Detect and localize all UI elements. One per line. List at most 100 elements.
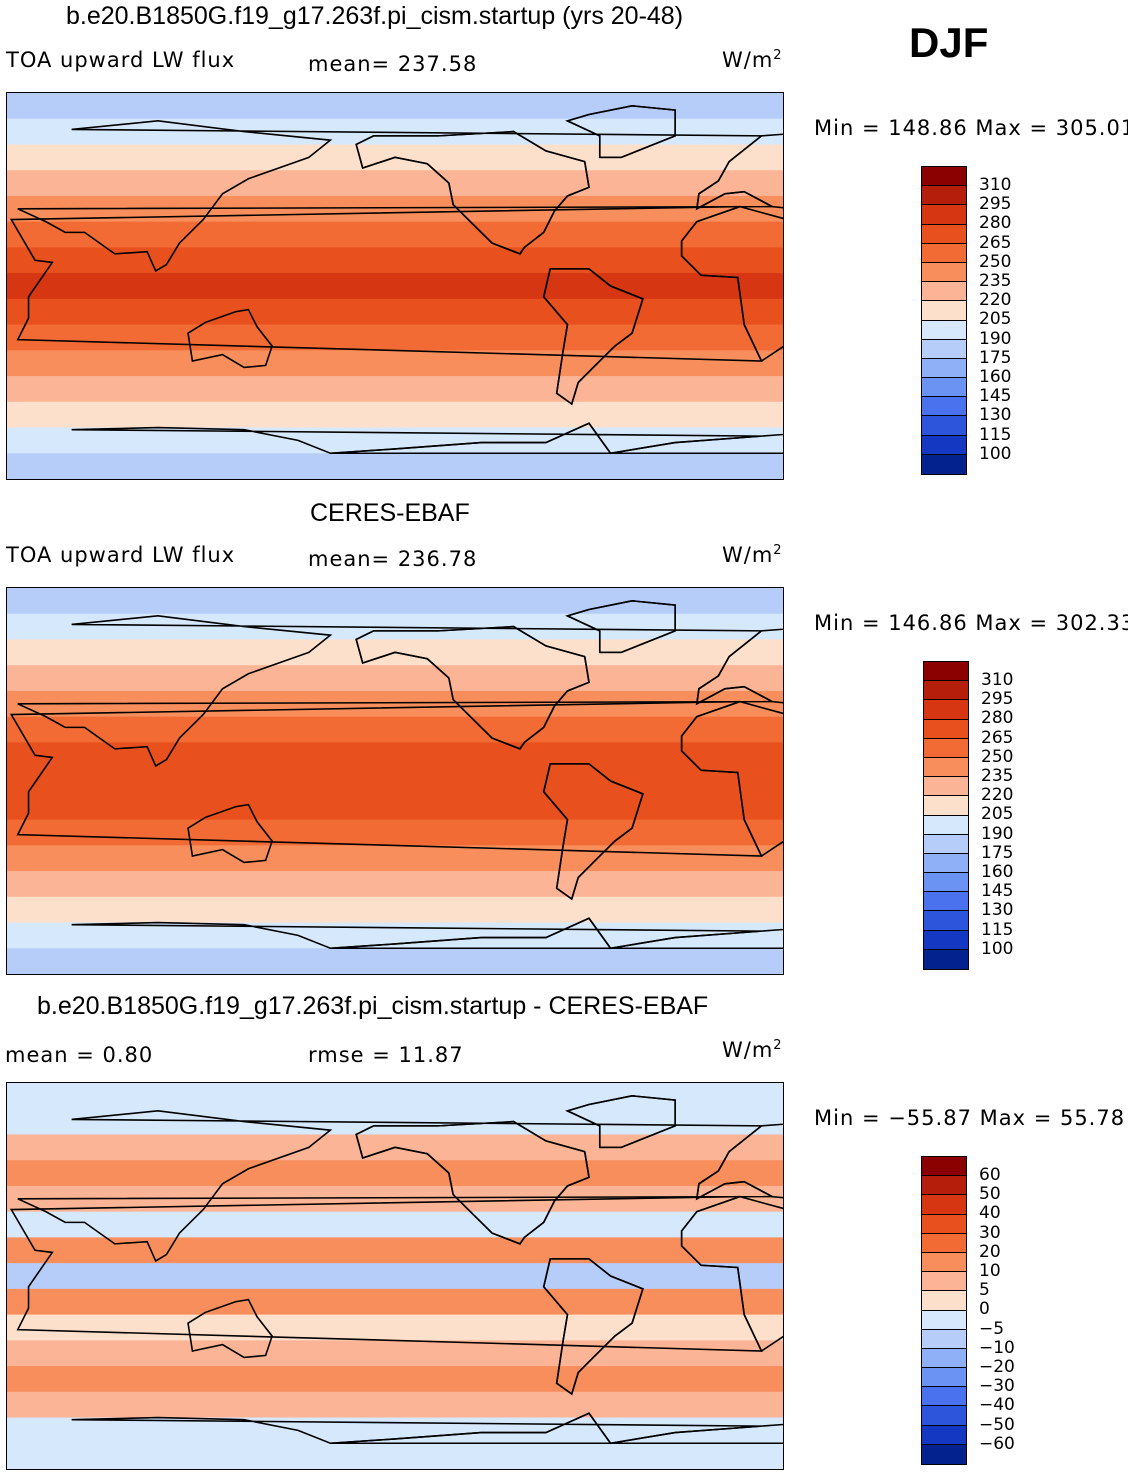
colorbar-cell: [924, 719, 968, 739]
coastline: [17, 120, 773, 273]
colorbar-cell: [922, 1425, 966, 1445]
panel1-mean-label: mean= 237.58: [308, 52, 478, 76]
colorbar-tick-label: 265: [979, 232, 1012, 253]
panel1-title: b.e20.B1850G.f19_g17.263f.pi_cism.startu…: [66, 2, 684, 30]
map-band: [7, 742, 783, 769]
colorbar-tick-label: 310: [979, 175, 1012, 195]
colorbar-cell: [922, 167, 966, 187]
colorbar-cell: [922, 435, 966, 455]
colorbar-tick-label: 30: [979, 1222, 1001, 1243]
colorbar-tick-label: 220: [979, 290, 1012, 311]
colorbar-tick-label: −60: [979, 1433, 1015, 1454]
map-band: [7, 1083, 783, 1110]
colorbar-cell: [924, 911, 968, 931]
colorbar-tick-label: 115: [981, 919, 1014, 940]
colorbar-cell: [922, 1368, 966, 1388]
colorbar-tick-label: 145: [979, 386, 1012, 407]
map-band: [7, 1391, 783, 1419]
coastline: [17, 615, 773, 768]
coastline: [680, 205, 783, 363]
coastline: [330, 422, 783, 455]
map-band: [7, 871, 783, 898]
map-band: [7, 376, 783, 403]
colorbar-cell: [922, 358, 966, 379]
colorbar-cell: [922, 1329, 966, 1349]
colorbar-tick-label: 265: [981, 727, 1014, 748]
colorbar-tick-label: 115: [979, 424, 1012, 445]
map-band: [7, 845, 783, 872]
colorbar-cell: [924, 700, 968, 720]
colorbar-tick-label: 205: [979, 309, 1012, 330]
panel2-title: CERES-EBAF: [310, 499, 470, 527]
panel3-title: b.e20.B1850G.f19_g17.263f.pi_cism.startu…: [37, 992, 709, 1020]
map-band: [7, 896, 783, 924]
colorbar-cell: [922, 224, 966, 244]
colorbar-cell: [922, 1157, 966, 1177]
panel3-mean-label: mean = 0.80: [5, 1043, 154, 1067]
coastline: [542, 1258, 644, 1396]
colorbar-cell: [922, 397, 966, 417]
colorbar-cell: [922, 1272, 966, 1292]
colorbar-cell: [924, 892, 968, 912]
colorbar-tick-label: 0: [979, 1299, 990, 1320]
map-band: [7, 298, 783, 326]
panel3-rmse-label: rmse = 11.87: [308, 1043, 464, 1067]
colorbar-cell: [922, 1233, 966, 1253]
colorbar-tick-label: 235: [979, 271, 1012, 291]
colorbar-cell: [922, 378, 966, 398]
map-band: [7, 93, 783, 120]
coastline: [187, 308, 274, 369]
map-band: [7, 768, 783, 795]
colorbar-tick-label: 130: [981, 900, 1014, 921]
coastline: [565, 1095, 676, 1149]
colorbar-cell: [922, 301, 966, 321]
colorbar-tick-label: 190: [981, 823, 1014, 844]
map-band: [7, 427, 783, 454]
map-band: [7, 324, 783, 351]
colorbar-cell: [922, 1406, 966, 1426]
panel2-units: W/m2: [722, 543, 783, 567]
coastline: [680, 1195, 783, 1353]
colorbar-tick-label: 160: [981, 862, 1014, 882]
colorbar-tick-label: 205: [981, 804, 1014, 825]
colorbar-cell: [922, 1387, 966, 1407]
colorbar-tick-label: 20: [979, 1241, 1001, 1262]
map-band: [7, 819, 783, 846]
colorbar-tick-label: 145: [981, 881, 1014, 902]
colorbar-cell: [924, 873, 968, 893]
colorbar-tick-label: 235: [981, 766, 1014, 786]
colorbar-tick-label: 310: [981, 670, 1014, 690]
panel3-map: [6, 1082, 784, 1470]
colorbar-cell: [924, 815, 968, 835]
coastline: [330, 1412, 783, 1445]
colorbar-tick-label: 220: [981, 785, 1014, 806]
colorbar-tick-label: 40: [979, 1203, 1001, 1224]
colorbar-cell: [922, 1291, 966, 1311]
colorbar-tick-label: 160: [979, 367, 1012, 387]
colorbar-cell: [922, 454, 966, 474]
colorbar-cell: [922, 1310, 966, 1330]
colorbar-tick-label: 5: [979, 1280, 990, 1301]
colorbar-tick-label: 100: [981, 938, 1014, 959]
colorbar-cell: [924, 853, 968, 874]
coastline: [187, 1298, 274, 1359]
colorbar-cell: [924, 834, 968, 854]
coastline: [565, 105, 676, 159]
colorbar-tick-label: −30: [979, 1376, 1015, 1397]
colorbar-tick-label: 100: [979, 443, 1012, 464]
colorbar-tick-label: −50: [979, 1414, 1015, 1435]
colorbar-cell: [922, 1348, 966, 1369]
colorbar-cell: [924, 796, 968, 816]
coastline: [355, 625, 590, 750]
map-band: [7, 401, 783, 429]
colorbar-tick-label: 280: [979, 213, 1012, 234]
coastline: [542, 763, 644, 901]
coastline: [355, 130, 590, 255]
colorbar-tick-label: −5: [979, 1318, 1005, 1339]
colorbar-cell: [924, 930, 968, 950]
map-band: [7, 1443, 783, 1469]
colorbar-cell: [924, 681, 968, 701]
panel2-min-max: Min = 146.86 Max = 302.33: [814, 611, 1128, 635]
colorbar-tick-label: 250: [979, 251, 1012, 272]
map-band: [7, 1237, 783, 1264]
